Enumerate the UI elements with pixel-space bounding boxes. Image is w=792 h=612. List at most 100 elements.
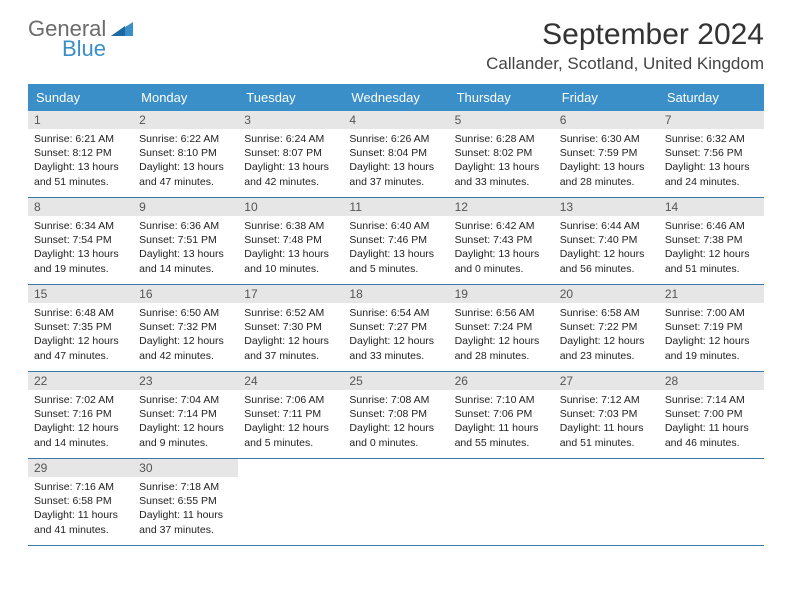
- day-cell: 16 Sunrise: 6:50 AMSunset: 7:32 PMDayligh…: [133, 285, 238, 371]
- day-cell: 2 Sunrise: 6:22 AMSunset: 8:10 PMDaylight…: [133, 111, 238, 197]
- location: Callander, Scotland, United Kingdom: [486, 54, 764, 74]
- day-details: Sunrise: 7:02 AMSunset: 7:16 PMDaylight:…: [34, 393, 127, 450]
- day-number: 28: [659, 372, 764, 390]
- day-number: 27: [554, 372, 659, 390]
- day-details: Sunrise: 7:16 AMSunset: 6:58 PMDaylight:…: [34, 480, 127, 537]
- day-cell: 11 Sunrise: 6:40 AMSunset: 7:46 PMDayligh…: [343, 198, 448, 284]
- day-details: Sunrise: 6:52 AMSunset: 7:30 PMDaylight:…: [244, 306, 337, 363]
- day-cell: 19Sunrise: 6:56 AMSunset: 7:24 PMDayligh…: [449, 285, 554, 371]
- day-cell: 22 Sunrise: 7:02 AMSunset: 7:16 PMDayligh…: [28, 372, 133, 458]
- day-cell: 23 Sunrise: 7:04 AMSunset: 7:14 PMDayligh…: [133, 372, 238, 458]
- day-cell: 1 Sunrise: 6:21 AMSunset: 8:12 PMDaylight…: [28, 111, 133, 197]
- day-cell: 29Sunrise: 7:16 AMSunset: 6:58 PMDayligh…: [28, 459, 133, 545]
- day-details: Sunrise: 7:10 AMSunset: 7:06 PMDaylight:…: [455, 393, 548, 450]
- day-details: Sunrise: 6:34 AMSunset: 7:54 PMDaylight:…: [34, 219, 127, 276]
- day-of-week-header: Thursday: [449, 84, 554, 111]
- day-number: 5: [449, 111, 554, 129]
- day-number: 13: [554, 198, 659, 216]
- logo-line2: Blue: [62, 38, 106, 60]
- day-number: 20: [554, 285, 659, 303]
- logo-triangle-icon: [111, 18, 133, 41]
- day-number: 17: [238, 285, 343, 303]
- day-of-week-header: Monday: [133, 84, 238, 111]
- day-of-week-header: Friday: [554, 84, 659, 111]
- day-details: Sunrise: 6:22 AMSunset: 8:10 PMDaylight:…: [139, 132, 232, 189]
- day-number: 30: [133, 459, 238, 477]
- logo: General Blue: [28, 18, 133, 60]
- day-details: Sunrise: 7:14 AMSunset: 7:00 PMDaylight:…: [665, 393, 758, 450]
- day-details: Sunrise: 6:42 AMSunset: 7:43 PMDaylight:…: [455, 219, 548, 276]
- day-cell: 17 Sunrise: 6:52 AMSunset: 7:30 PMDayligh…: [238, 285, 343, 371]
- day-cell: 13 Sunrise: 6:44 AMSunset: 7:40 PMDayligh…: [554, 198, 659, 284]
- day-number: 12: [449, 198, 554, 216]
- calendar: SundayMondayTuesdayWednesdayThursdayFrid…: [28, 84, 764, 546]
- day-cell-empty: [659, 459, 764, 545]
- day-number: 2: [133, 111, 238, 129]
- day-cell: 8 Sunrise: 6:34 AMSunset: 7:54 PMDaylight…: [28, 198, 133, 284]
- day-number: 9: [133, 198, 238, 216]
- day-cell: 26 Sunrise: 7:10 AMSunset: 7:06 PMDayligh…: [449, 372, 554, 458]
- day-number: 14: [659, 198, 764, 216]
- day-number: 26: [449, 372, 554, 390]
- day-cell: 15Sunrise: 6:48 AMSunset: 7:35 PMDayligh…: [28, 285, 133, 371]
- day-cell: 30 Sunrise: 7:18 AMSunset: 6:55 PMDayligh…: [133, 459, 238, 545]
- day-cell: 14 Sunrise: 6:46 AMSunset: 7:38 PMDayligh…: [659, 198, 764, 284]
- day-details: Sunrise: 7:04 AMSunset: 7:14 PMDaylight:…: [139, 393, 232, 450]
- day-cell: 24Sunrise: 7:06 AMSunset: 7:11 PMDayligh…: [238, 372, 343, 458]
- day-number: 19: [449, 285, 554, 303]
- day-details: Sunrise: 6:54 AMSunset: 7:27 PMDaylight:…: [349, 306, 442, 363]
- day-details: Sunrise: 6:58 AMSunset: 7:22 PMDaylight:…: [560, 306, 653, 363]
- week-row: 1 Sunrise: 6:21 AMSunset: 8:12 PMDaylight…: [28, 111, 764, 198]
- day-cell: 10 Sunrise: 6:38 AMSunset: 7:48 PMDayligh…: [238, 198, 343, 284]
- day-number: 11: [343, 198, 448, 216]
- day-details: Sunrise: 6:50 AMSunset: 7:32 PMDaylight:…: [139, 306, 232, 363]
- week-row: 8 Sunrise: 6:34 AMSunset: 7:54 PMDaylight…: [28, 198, 764, 285]
- day-of-week-header: Saturday: [659, 84, 764, 111]
- title-block: September 2024 Callander, Scotland, Unit…: [486, 18, 764, 74]
- header: General Blue September 2024 Callander, S…: [28, 18, 764, 74]
- day-details: Sunrise: 6:44 AMSunset: 7:40 PMDaylight:…: [560, 219, 653, 276]
- day-number: 1: [28, 111, 133, 129]
- week-row: 22 Sunrise: 7:02 AMSunset: 7:16 PMDayligh…: [28, 372, 764, 459]
- day-cell: 25 Sunrise: 7:08 AMSunset: 7:08 PMDayligh…: [343, 372, 448, 458]
- day-details: Sunrise: 6:21 AMSunset: 8:12 PMDaylight:…: [34, 132, 127, 189]
- day-number: 16: [133, 285, 238, 303]
- week-row: 15Sunrise: 6:48 AMSunset: 7:35 PMDayligh…: [28, 285, 764, 372]
- day-number: 22: [28, 372, 133, 390]
- day-number: 6: [554, 111, 659, 129]
- day-of-week-header: Wednesday: [343, 84, 448, 111]
- day-details: Sunrise: 7:18 AMSunset: 6:55 PMDaylight:…: [139, 480, 232, 537]
- day-details: Sunrise: 6:48 AMSunset: 7:35 PMDaylight:…: [34, 306, 127, 363]
- day-cell: 18 Sunrise: 6:54 AMSunset: 7:27 PMDayligh…: [343, 285, 448, 371]
- day-details: Sunrise: 6:32 AMSunset: 7:56 PMDaylight:…: [665, 132, 758, 189]
- day-cell-empty: [449, 459, 554, 545]
- day-details: Sunrise: 7:08 AMSunset: 7:08 PMDaylight:…: [349, 393, 442, 450]
- day-of-week-header: Tuesday: [238, 84, 343, 111]
- day-cell: 6 Sunrise: 6:30 AMSunset: 7:59 PMDaylight…: [554, 111, 659, 197]
- day-cell: 5 Sunrise: 6:28 AMSunset: 8:02 PMDaylight…: [449, 111, 554, 197]
- day-details: Sunrise: 6:46 AMSunset: 7:38 PMDaylight:…: [665, 219, 758, 276]
- day-number: 8: [28, 198, 133, 216]
- day-details: Sunrise: 6:26 AMSunset: 8:04 PMDaylight:…: [349, 132, 442, 189]
- day-number: 25: [343, 372, 448, 390]
- day-details: Sunrise: 6:40 AMSunset: 7:46 PMDaylight:…: [349, 219, 442, 276]
- day-cell: 4 Sunrise: 6:26 AMSunset: 8:04 PMDaylight…: [343, 111, 448, 197]
- day-number: 18: [343, 285, 448, 303]
- day-details: Sunrise: 6:38 AMSunset: 7:48 PMDaylight:…: [244, 219, 337, 276]
- days-of-week-row: SundayMondayTuesdayWednesdayThursdayFrid…: [28, 84, 764, 111]
- day-number: 4: [343, 111, 448, 129]
- day-details: Sunrise: 6:28 AMSunset: 8:02 PMDaylight:…: [455, 132, 548, 189]
- day-details: Sunrise: 6:24 AMSunset: 8:07 PMDaylight:…: [244, 132, 337, 189]
- day-number: 3: [238, 111, 343, 129]
- day-number: 23: [133, 372, 238, 390]
- day-cell: 7Sunrise: 6:32 AMSunset: 7:56 PMDaylight…: [659, 111, 764, 197]
- day-cell: 20 Sunrise: 6:58 AMSunset: 7:22 PMDayligh…: [554, 285, 659, 371]
- day-number: 10: [238, 198, 343, 216]
- day-details: Sunrise: 7:06 AMSunset: 7:11 PMDaylight:…: [244, 393, 337, 450]
- day-cell: 27 Sunrise: 7:12 AMSunset: 7:03 PMDayligh…: [554, 372, 659, 458]
- day-cell-empty: [238, 459, 343, 545]
- day-details: Sunrise: 7:12 AMSunset: 7:03 PMDaylight:…: [560, 393, 653, 450]
- day-cell: 9Sunrise: 6:36 AMSunset: 7:51 PMDaylight…: [133, 198, 238, 284]
- week-row: 29Sunrise: 7:16 AMSunset: 6:58 PMDayligh…: [28, 459, 764, 546]
- day-details: Sunrise: 6:30 AMSunset: 7:59 PMDaylight:…: [560, 132, 653, 189]
